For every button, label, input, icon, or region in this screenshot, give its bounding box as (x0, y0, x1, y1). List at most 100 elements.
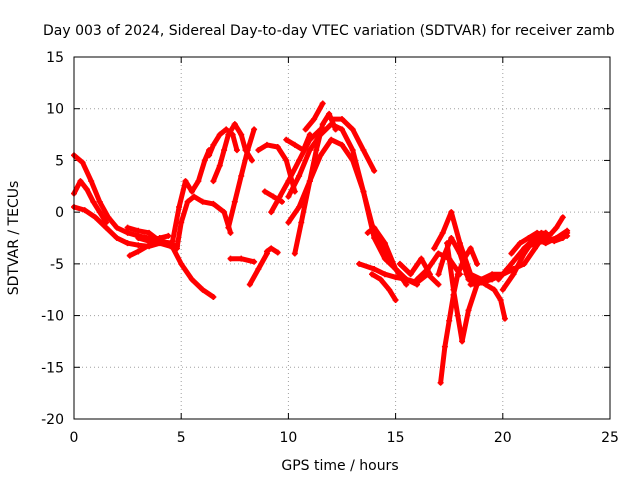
x-tick-label: 5 (177, 430, 186, 446)
data-point (531, 235, 538, 241)
data-point (135, 235, 142, 241)
data-point (227, 255, 234, 262)
data-point (210, 141, 217, 148)
data-point (135, 227, 142, 234)
data-point (497, 297, 504, 304)
data-point (296, 203, 303, 210)
data-point (386, 286, 393, 293)
y-tick-label: -5 (50, 257, 64, 273)
data-point (437, 379, 444, 386)
series-trace (232, 121, 255, 163)
chart-title: Day 003 of 2024, Sidereal Day-to-day VTE… (43, 23, 615, 39)
data-point (231, 198, 238, 205)
data-point (298, 219, 305, 226)
data-point (392, 297, 399, 304)
data-point (439, 229, 446, 236)
data-point (510, 271, 517, 278)
series-sat-m (263, 245, 281, 256)
series-trace (463, 271, 508, 322)
data-point (546, 231, 553, 238)
data-point (538, 229, 545, 236)
data-point (184, 198, 191, 205)
data-point (328, 136, 335, 143)
data-point (255, 147, 262, 154)
data-point (435, 271, 442, 278)
data-point (96, 198, 103, 205)
data-point (169, 238, 176, 245)
data-point (311, 116, 318, 123)
data-point (268, 209, 275, 216)
data-point (364, 229, 371, 236)
data-point (199, 198, 206, 205)
series-trace (283, 132, 313, 153)
data-point (156, 235, 163, 241)
series-sat-z (396, 255, 433, 278)
data-point (381, 240, 388, 247)
data-point (135, 248, 142, 255)
data-point (360, 147, 367, 154)
data-point (332, 126, 339, 133)
data-point (210, 178, 217, 185)
data-point (270, 193, 277, 200)
data-point (444, 240, 451, 247)
data-point (450, 286, 457, 293)
data-point (285, 193, 292, 200)
data-point (306, 131, 313, 138)
data-point (274, 143, 281, 150)
series-sat-f (169, 147, 213, 245)
data-point (96, 209, 103, 216)
series-trace (438, 245, 480, 386)
data-point (105, 214, 112, 221)
data-point (231, 121, 238, 128)
data-point (339, 116, 345, 123)
data-point (283, 157, 290, 164)
data-point (210, 200, 217, 207)
x-tick-label: 25 (601, 430, 619, 446)
series-sat-an (135, 232, 172, 245)
series-sat-w (364, 224, 410, 288)
data-point (227, 229, 234, 236)
data-point (392, 274, 399, 281)
data-point (326, 110, 333, 117)
data-point (296, 172, 303, 179)
data-point (371, 224, 378, 231)
series-sat-ab (435, 235, 481, 288)
data-point (474, 260, 481, 267)
data-point (135, 242, 142, 249)
data-point (103, 224, 110, 231)
data-point (238, 255, 245, 262)
data-point (491, 286, 498, 293)
series-sat-b (71, 178, 110, 226)
data-point (553, 235, 560, 241)
data-point (178, 219, 185, 226)
data-point (268, 245, 275, 252)
data-point (242, 147, 249, 154)
data-point (465, 307, 472, 314)
data-point (414, 276, 421, 283)
data-point (377, 276, 384, 283)
data-point (328, 116, 335, 123)
x-axis-label: GPS time / hours (281, 458, 398, 474)
data-point (356, 260, 363, 267)
series-trace (538, 214, 566, 238)
series-trace (436, 235, 480, 287)
data-point (173, 245, 180, 252)
data-point (285, 178, 292, 185)
data-point (435, 250, 442, 257)
data-point (146, 229, 153, 236)
data-point (255, 266, 262, 273)
data-point (206, 152, 213, 159)
y-tick-label: -10 (41, 309, 64, 325)
data-point (403, 281, 410, 288)
data-point (313, 147, 320, 154)
series-sat-k (227, 255, 258, 265)
plot-frame (73, 56, 611, 420)
series-trace (174, 194, 233, 251)
data-point (371, 266, 378, 273)
series-sat-l (246, 250, 270, 288)
data-point (291, 250, 298, 257)
data-point (369, 271, 376, 278)
data-point (223, 126, 230, 133)
data-point (302, 126, 309, 133)
